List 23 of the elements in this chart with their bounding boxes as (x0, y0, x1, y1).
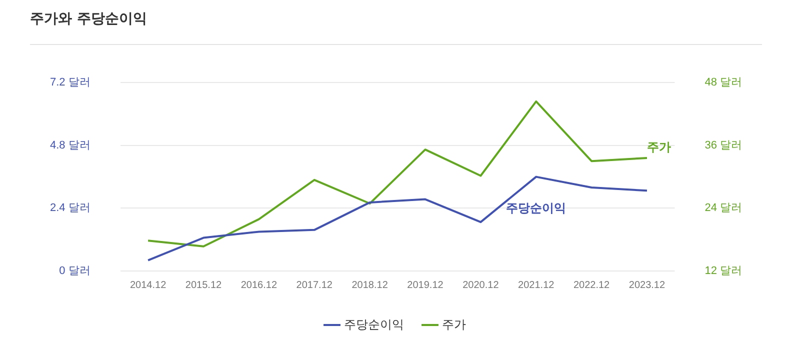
text: 주가 (646, 140, 671, 154)
y2-tick-label: 12 달러 (704, 265, 742, 278)
x-tick-label: 2017.12 (296, 280, 333, 291)
x-tick-label: 2018.12 (352, 280, 388, 291)
x-tick-label: 2020.12 (462, 280, 500, 291)
x-tick-label: 2021.12 (518, 280, 555, 291)
x-tick-label: 2014.12 (130, 280, 167, 291)
y-tick-label: 2.4 달러 (50, 202, 90, 214)
x-tick-label: 2016.12 (240, 280, 278, 291)
text: 주당순이익 (506, 200, 566, 215)
chart-title: 주가와 주당순이익 (30, 10, 147, 28)
legend-label: 주당순이익 (344, 317, 404, 332)
y-tick-label: 7.2 달러 (50, 76, 90, 89)
y2-tick-label: 24 달러 (704, 202, 742, 214)
y-tick-label: 4.8 달러 (50, 139, 90, 152)
legend-label: 주가 (442, 317, 466, 332)
x-tick-label: 2022.12 (573, 280, 610, 291)
x-tick-label: 2015.12 (185, 280, 222, 291)
y2-tick-label: 48 달러 (704, 76, 742, 89)
x-tick-label: 2023.12 (628, 280, 666, 291)
x-tick-label: 2019.12 (407, 280, 444, 291)
y-tick-label: 0 달러 (59, 265, 90, 278)
y2-tick-label: 36 달러 (704, 139, 742, 152)
